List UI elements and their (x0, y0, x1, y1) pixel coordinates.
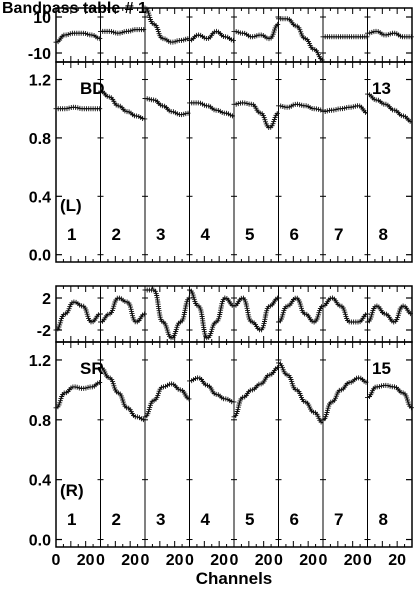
y-tick-label: 0.4 (29, 473, 51, 490)
x-tick-label: 20 (388, 552, 406, 569)
series-markers (98, 88, 148, 122)
x-tick-label: 0 (319, 552, 328, 569)
series-markers (142, 381, 192, 420)
panel-number-label: 5 (245, 510, 254, 529)
series-markers (98, 295, 147, 325)
x-tick-label: 20 (77, 552, 95, 569)
antenna-label: BD (80, 79, 105, 98)
series-markers (53, 380, 103, 411)
series-markers (320, 34, 370, 40)
panel-number-label: 2 (112, 225, 121, 244)
x-tick-label: 20 (210, 552, 228, 569)
antenna-label: SR (80, 359, 104, 378)
panel-number-label: 1 (67, 225, 76, 244)
y-tick-label: 0.8 (29, 131, 51, 148)
antenna-number-label: 15 (372, 359, 391, 378)
series-markers (187, 28, 236, 43)
panel-number-label: 4 (201, 510, 211, 529)
series-markers (142, 5, 191, 45)
series-markers (365, 303, 413, 325)
panel-number-label: 2 (112, 510, 121, 529)
y-tick-label: 0.8 (29, 413, 51, 430)
y-tick-label: -2 (37, 323, 51, 340)
panel-number-label: 6 (290, 510, 299, 529)
x-tick-label: 20 (255, 552, 273, 569)
x-tick-label: 0 (274, 552, 283, 569)
series-markers (276, 360, 324, 425)
series-markers (53, 299, 103, 333)
series-markers (276, 16, 325, 63)
panel-number-label: 5 (245, 225, 254, 244)
panel-number-label: 3 (156, 225, 165, 244)
series-markers (187, 100, 235, 119)
panel-number-label: 7 (334, 510, 343, 529)
x-tick-label: 0 (141, 552, 150, 569)
series-line (144, 7, 190, 43)
x-tick-label: 0 (96, 552, 105, 569)
series-markers (187, 287, 235, 341)
series-line (322, 377, 368, 421)
series-markers (231, 21, 281, 42)
x-tick-label: 0 (363, 552, 372, 569)
x-tick-label: 0 (52, 552, 61, 569)
y-tick-label: 0.0 (29, 533, 51, 550)
series-markers (365, 91, 413, 124)
series-markers (187, 375, 237, 405)
antenna-number-label: 13 (372, 79, 391, 98)
x-tick-label: 20 (166, 552, 184, 569)
series-markers (365, 382, 414, 411)
series-markers (98, 27, 147, 36)
polarization-label: (L) (60, 196, 82, 215)
x-tick-label: 20 (121, 552, 139, 569)
series-markers (53, 30, 103, 45)
y-tick-label: 0.0 (29, 248, 51, 265)
series-markers (365, 28, 414, 40)
y-tick-label: 10 (33, 10, 51, 27)
series-markers (231, 295, 281, 333)
series-markers (320, 103, 368, 115)
series-markers (53, 104, 103, 112)
x-tick-label: 0 (185, 552, 194, 569)
y-tick-label: 1.2 (29, 353, 51, 370)
series-line (100, 366, 146, 421)
panel-number-label: 7 (334, 225, 343, 244)
series-line (278, 18, 324, 61)
x-tick-label: 20 (344, 552, 362, 569)
y-tick-label: 1.2 (29, 73, 51, 90)
x-tick-label: 0 (230, 552, 239, 569)
series-markers (320, 375, 369, 423)
series-markers (142, 287, 192, 341)
panels-group: 10-101.20.80.40.0BD 13(L)1 2 3 4 5 6 7 82-21.20.… (28, 5, 414, 569)
series-markers (276, 101, 326, 113)
panel-number-label: 4 (201, 225, 211, 244)
y-tick-label: 0.4 (29, 189, 51, 206)
y-tick-label: -10 (28, 46, 51, 63)
x-tick-label: 20 (299, 552, 317, 569)
panel-number-label: 8 (379, 225, 388, 244)
panel-number-label: 1 (67, 510, 76, 529)
x-axis-label: Channels (196, 569, 273, 588)
series-markers (231, 365, 280, 420)
series-markers (320, 295, 370, 325)
y-tick-label: 2 (42, 291, 51, 308)
series-markers (276, 295, 324, 325)
series-markers (142, 96, 191, 118)
series-markers (98, 364, 146, 423)
panel-number-label: 3 (156, 510, 165, 529)
panel-number-label: 6 (290, 225, 299, 244)
polarization-label: (R) (60, 481, 84, 500)
panel-number-label: 8 (379, 510, 388, 529)
series-markers (231, 100, 280, 130)
